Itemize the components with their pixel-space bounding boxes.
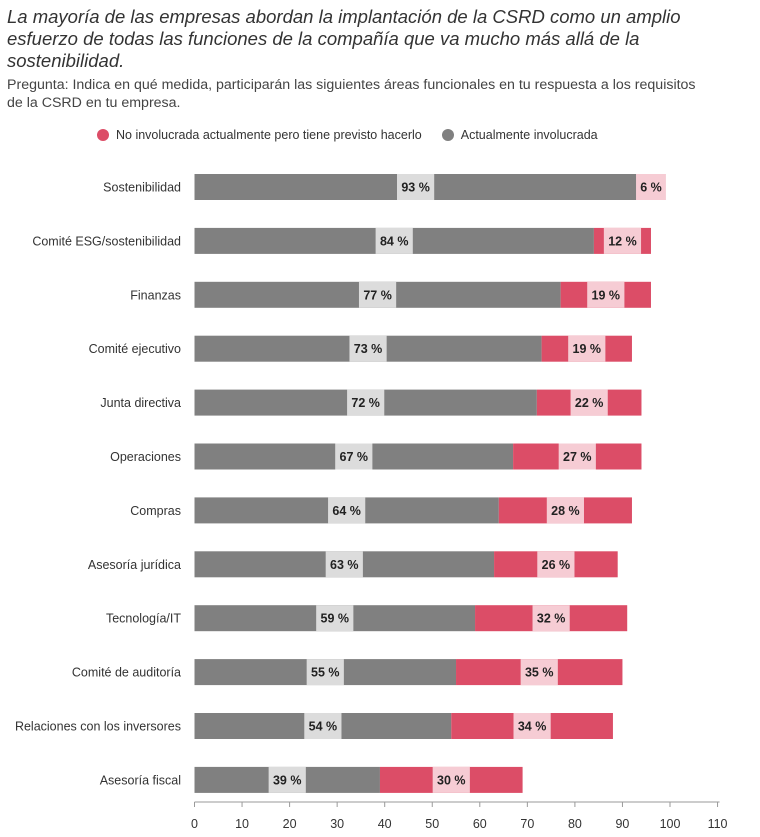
x-tick-label: 100: [660, 817, 681, 831]
data-label-planned: 19 %: [592, 288, 621, 302]
chart-legend: No involucrada actualmente pero tiene pr…: [97, 128, 618, 142]
data-label-involved-bg: [328, 497, 366, 524]
category-label: Junta directiva: [100, 396, 181, 410]
category-label: Finanzas: [130, 288, 181, 302]
data-label-planned-bg: [513, 713, 551, 739]
data-label-involved: 72 %: [351, 396, 380, 410]
legend-label-planned: No involucrada actualmente pero tiene pr…: [116, 128, 422, 142]
legend-item-involved: Actualmente involucrada: [441, 128, 598, 142]
category-label: Comité ejecutivo: [89, 342, 181, 356]
data-label-planned-bg: [568, 335, 606, 362]
data-label-involved-bg: [397, 174, 435, 200]
category-label: Compras: [130, 504, 181, 518]
data-label-planned-bg: [520, 659, 558, 686]
data-label-involved-bg: [268, 766, 306, 793]
data-label-involved-bg: [335, 443, 373, 470]
category-label: Sostenibilidad: [103, 181, 181, 195]
x-tick-label: 20: [283, 817, 297, 831]
data-label-planned-bg: [603, 227, 642, 254]
data-label-involved: 55 %: [311, 666, 340, 680]
data-label-planned-bg: [546, 497, 584, 524]
x-tick-label: 80: [568, 817, 582, 831]
data-label-planned-bg: [636, 174, 666, 200]
data-label-involved: 54 %: [309, 720, 338, 734]
category-label: Tecnología/IT: [106, 612, 181, 626]
data-label-involved-bg: [358, 281, 397, 308]
legend-swatch-planned: [97, 129, 109, 141]
data-label-planned-bg: [432, 766, 470, 793]
data-label-planned-bg: [587, 281, 625, 308]
data-label-involved-bg: [316, 605, 354, 632]
category-label: Asesoría fiscal: [100, 773, 181, 787]
x-tick-label: 40: [378, 817, 392, 831]
data-label-planned: 35 %: [525, 666, 554, 680]
x-tick-label: 30: [330, 817, 344, 831]
data-label-planned: 27 %: [563, 450, 592, 464]
category-label: Asesoría jurídica: [88, 558, 181, 572]
data-label-involved-bg: [347, 389, 385, 416]
x-tick-label: 60: [473, 817, 487, 831]
data-label-planned: 6 %: [640, 181, 662, 195]
data-label-planned: 12 %: [608, 234, 637, 248]
x-tick-label: 50: [425, 817, 439, 831]
x-tick-label: 10: [235, 817, 249, 831]
data-label-planned-bg: [537, 551, 575, 578]
data-label-involved: 64 %: [332, 504, 361, 518]
chart-subtitle: Pregunta: Indica en qué medida, particip…: [7, 77, 696, 111]
legend-item-planned: No involucrada actualmente pero tiene pr…: [97, 128, 422, 142]
data-label-involved: 93 %: [401, 181, 430, 195]
data-label-involved: 67 %: [340, 450, 369, 464]
data-label-involved: 77 %: [363, 288, 392, 302]
legend-swatch-involved: [441, 129, 454, 141]
x-tick-label: 90: [615, 817, 629, 831]
category-label: Comité ESG/sostenibilidad: [32, 234, 181, 248]
chart-title: La mayoría de las empresas abordan la im…: [7, 6, 681, 71]
category-label: Operaciones: [110, 450, 181, 464]
data-label-involved: 39 %: [273, 773, 302, 787]
data-label-involved: 59 %: [321, 612, 350, 626]
data-label-planned: 28 %: [551, 504, 580, 518]
data-label-planned: 22 %: [575, 396, 604, 410]
data-label-involved-bg: [375, 227, 413, 254]
data-label-planned-bg: [570, 389, 608, 416]
data-label-planned: 19 %: [573, 342, 602, 356]
x-tick-label: 110: [708, 817, 728, 831]
data-label-planned: 26 %: [542, 558, 571, 572]
data-label-involved: 63 %: [330, 558, 359, 572]
data-label-involved-bg: [304, 713, 342, 739]
x-tick-label: 0: [191, 817, 198, 831]
data-label-involved-bg: [306, 659, 344, 686]
x-tick-label: 70: [520, 817, 534, 831]
data-label-planned: 34 %: [518, 720, 547, 734]
data-label-planned-bg: [532, 605, 570, 632]
category-label: Comité de auditoría: [72, 666, 181, 680]
data-label-planned: 32 %: [537, 612, 566, 626]
data-label-involved: 84 %: [380, 234, 409, 248]
data-label-involved: 73 %: [354, 342, 383, 356]
data-label-planned: 30 %: [437, 773, 466, 787]
data-label-involved-bg: [325, 551, 363, 578]
data-label-planned-bg: [558, 443, 596, 470]
category-label: Relaciones con los inversores: [15, 720, 181, 734]
legend-label-involved: Actualmente involucrada: [460, 128, 598, 142]
data-label-involved-bg: [349, 335, 387, 362]
